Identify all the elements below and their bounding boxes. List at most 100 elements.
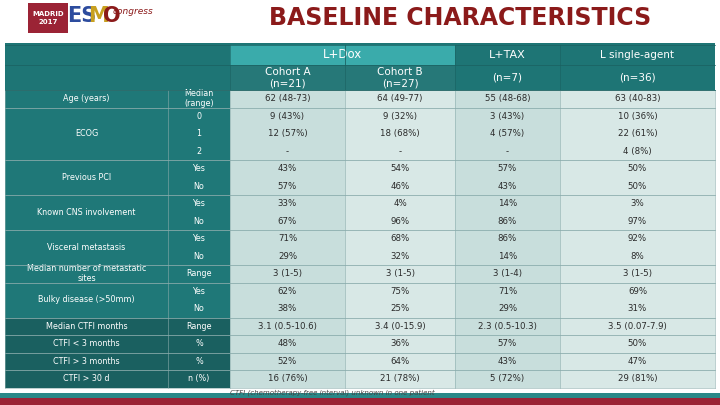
Text: Median CTFI months: Median CTFI months: [45, 322, 127, 331]
Bar: [455, 143, 560, 160]
Text: 14%: 14%: [498, 252, 517, 261]
Text: -: -: [398, 147, 402, 156]
Text: 3%: 3%: [631, 199, 644, 208]
Bar: [560, 300, 715, 318]
Bar: [168, 90, 230, 107]
Text: 92%: 92%: [628, 234, 647, 243]
Text: Visceral metastasis: Visceral metastasis: [48, 243, 125, 252]
Bar: [230, 160, 345, 177]
Text: CTFI > 3 months: CTFI > 3 months: [53, 357, 120, 366]
Bar: [455, 195, 560, 213]
Bar: [455, 370, 560, 388]
Bar: [0, 398, 720, 405]
Text: 62%: 62%: [278, 287, 297, 296]
Text: L+TAX: L+TAX: [489, 50, 526, 60]
Text: ECOG: ECOG: [75, 129, 98, 138]
Bar: [345, 247, 455, 265]
Bar: [455, 265, 560, 283]
Bar: [168, 160, 230, 177]
Text: 18 (68%): 18 (68%): [380, 129, 420, 138]
Text: congress: congress: [112, 6, 153, 15]
Bar: [345, 143, 455, 160]
Bar: [168, 265, 230, 283]
Text: Median
(range): Median (range): [184, 89, 214, 109]
Bar: [455, 318, 560, 335]
Bar: [168, 230, 230, 247]
Bar: [28, 3, 68, 33]
Text: Yes: Yes: [192, 234, 205, 243]
Bar: [345, 107, 455, 125]
Text: -: -: [286, 147, 289, 156]
Text: 25%: 25%: [390, 304, 410, 313]
Bar: [5, 230, 168, 265]
Text: ES: ES: [68, 6, 96, 26]
Text: MADRID
2017: MADRID 2017: [32, 11, 64, 24]
Text: 57%: 57%: [498, 339, 517, 348]
Text: 3.1 (0.5-10.6): 3.1 (0.5-10.6): [258, 322, 317, 331]
Bar: [455, 213, 560, 230]
Text: 29 (81%): 29 (81%): [618, 374, 657, 383]
Text: 3 (43%): 3 (43%): [490, 112, 525, 121]
Bar: [345, 230, 455, 247]
Text: 62 (48-73): 62 (48-73): [265, 94, 310, 103]
Text: 3 (1-5): 3 (1-5): [273, 269, 302, 278]
Bar: [455, 230, 560, 247]
Bar: [455, 107, 560, 125]
Bar: [5, 265, 168, 283]
Bar: [230, 283, 345, 300]
Text: No: No: [194, 217, 204, 226]
Bar: [168, 195, 230, 213]
Text: 4%: 4%: [393, 199, 407, 208]
Bar: [455, 65, 560, 90]
Bar: [560, 107, 715, 125]
Text: (n=7): (n=7): [492, 72, 523, 83]
Bar: [345, 65, 455, 90]
Bar: [345, 370, 455, 388]
Bar: [345, 90, 455, 107]
Bar: [455, 177, 560, 195]
Bar: [560, 90, 715, 107]
Text: 68%: 68%: [390, 234, 410, 243]
Bar: [455, 247, 560, 265]
Bar: [5, 45, 230, 65]
Text: Previous PCI: Previous PCI: [62, 173, 111, 182]
Bar: [455, 335, 560, 352]
Bar: [560, 352, 715, 370]
Text: 43%: 43%: [498, 357, 517, 366]
Bar: [560, 370, 715, 388]
Text: No: No: [194, 182, 204, 191]
Bar: [560, 283, 715, 300]
Bar: [230, 45, 455, 65]
Text: 97%: 97%: [628, 217, 647, 226]
Bar: [230, 300, 345, 318]
Bar: [560, 125, 715, 143]
Bar: [168, 352, 230, 370]
Text: 67%: 67%: [278, 217, 297, 226]
Bar: [560, 45, 715, 65]
Text: BASELINE CHARACTERISTICS: BASELINE CHARACTERISTICS: [269, 6, 651, 30]
Text: 69%: 69%: [628, 287, 647, 296]
Bar: [345, 300, 455, 318]
Bar: [560, 160, 715, 177]
Text: 3 (1-5): 3 (1-5): [385, 269, 415, 278]
Bar: [345, 213, 455, 230]
Bar: [455, 45, 560, 65]
Text: (n=36): (n=36): [619, 72, 656, 83]
Text: 57%: 57%: [498, 164, 517, 173]
Text: L single-agent: L single-agent: [600, 50, 675, 60]
Bar: [230, 90, 345, 107]
Bar: [230, 143, 345, 160]
Text: 63 (40-83): 63 (40-83): [615, 94, 660, 103]
Bar: [455, 300, 560, 318]
Text: 48%: 48%: [278, 339, 297, 348]
Text: 38%: 38%: [278, 304, 297, 313]
Bar: [560, 195, 715, 213]
Text: 1: 1: [197, 129, 202, 138]
Bar: [230, 107, 345, 125]
Bar: [455, 125, 560, 143]
Bar: [560, 143, 715, 160]
Text: 71%: 71%: [498, 287, 517, 296]
Bar: [230, 230, 345, 247]
Text: 3.4 (0-15.9): 3.4 (0-15.9): [374, 322, 426, 331]
Text: Yes: Yes: [192, 287, 205, 296]
